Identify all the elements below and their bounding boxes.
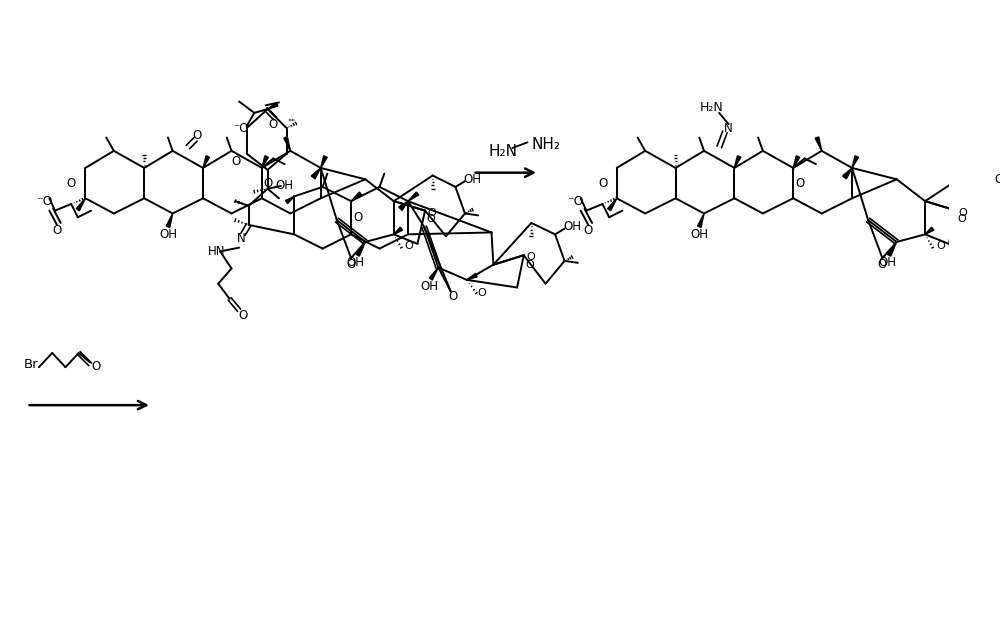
Polygon shape [394,227,402,234]
Text: O: O [526,252,535,262]
Polygon shape [429,268,438,280]
Text: OH: OH [995,173,1000,186]
Text: OH: OH [878,256,896,269]
Text: O: O [232,155,241,168]
Text: O: O [405,241,413,251]
Polygon shape [284,137,290,151]
Polygon shape [268,103,278,109]
Text: O: O [346,258,356,271]
Text: OH: OH [464,173,482,186]
Text: ⁻O: ⁻O [36,195,53,208]
Text: N: N [237,232,245,244]
Text: O: O [959,207,967,217]
Text: O: O [238,309,248,323]
Text: OH: OH [276,180,294,192]
Polygon shape [321,156,327,168]
Polygon shape [843,168,852,179]
Polygon shape [166,214,173,227]
Polygon shape [793,156,800,168]
Text: ⁻O: ⁻O [567,195,584,208]
Polygon shape [399,201,408,210]
Text: O: O [193,129,202,142]
Polygon shape [203,156,210,168]
Polygon shape [815,137,822,151]
Polygon shape [285,197,294,203]
Text: O: O [427,207,436,217]
Polygon shape [467,273,477,280]
Text: O: O [958,214,966,224]
Text: O: O [52,224,62,237]
Text: NH₂: NH₂ [531,137,560,152]
Text: O: O [67,176,76,190]
Text: O: O [448,290,457,304]
Text: O: O [598,176,607,190]
Text: O: O [353,211,362,224]
Polygon shape [887,242,897,256]
Text: OH: OH [347,256,365,269]
Text: ⁻O: ⁻O [233,122,249,135]
Polygon shape [356,242,365,256]
Text: H₂N: H₂N [700,101,724,113]
Polygon shape [76,198,85,210]
Text: "": "" [287,119,295,128]
Text: OH: OH [690,228,708,241]
Polygon shape [925,227,934,234]
Polygon shape [734,156,741,168]
Text: O: O [795,176,804,190]
Text: OH: OH [420,280,438,293]
Polygon shape [852,156,859,168]
Text: O: O [526,260,534,270]
Text: O: O [584,224,593,237]
Polygon shape [608,198,617,210]
Text: N: N [724,122,733,135]
Polygon shape [262,156,268,168]
Text: O: O [91,360,100,373]
Text: Br: Br [24,358,38,371]
Polygon shape [311,168,321,179]
Text: HN: HN [208,245,226,258]
Text: OH: OH [159,228,177,241]
Text: O: O [426,214,435,224]
Text: O: O [264,176,273,190]
Text: O: O [478,288,486,298]
Text: O: O [269,118,278,131]
Polygon shape [698,214,704,227]
Text: OH: OH [563,220,581,233]
Text: O: O [878,258,887,271]
Text: H₂N: H₂N [488,144,517,159]
Polygon shape [408,192,419,201]
Polygon shape [351,192,362,201]
Text: O: O [936,241,945,251]
